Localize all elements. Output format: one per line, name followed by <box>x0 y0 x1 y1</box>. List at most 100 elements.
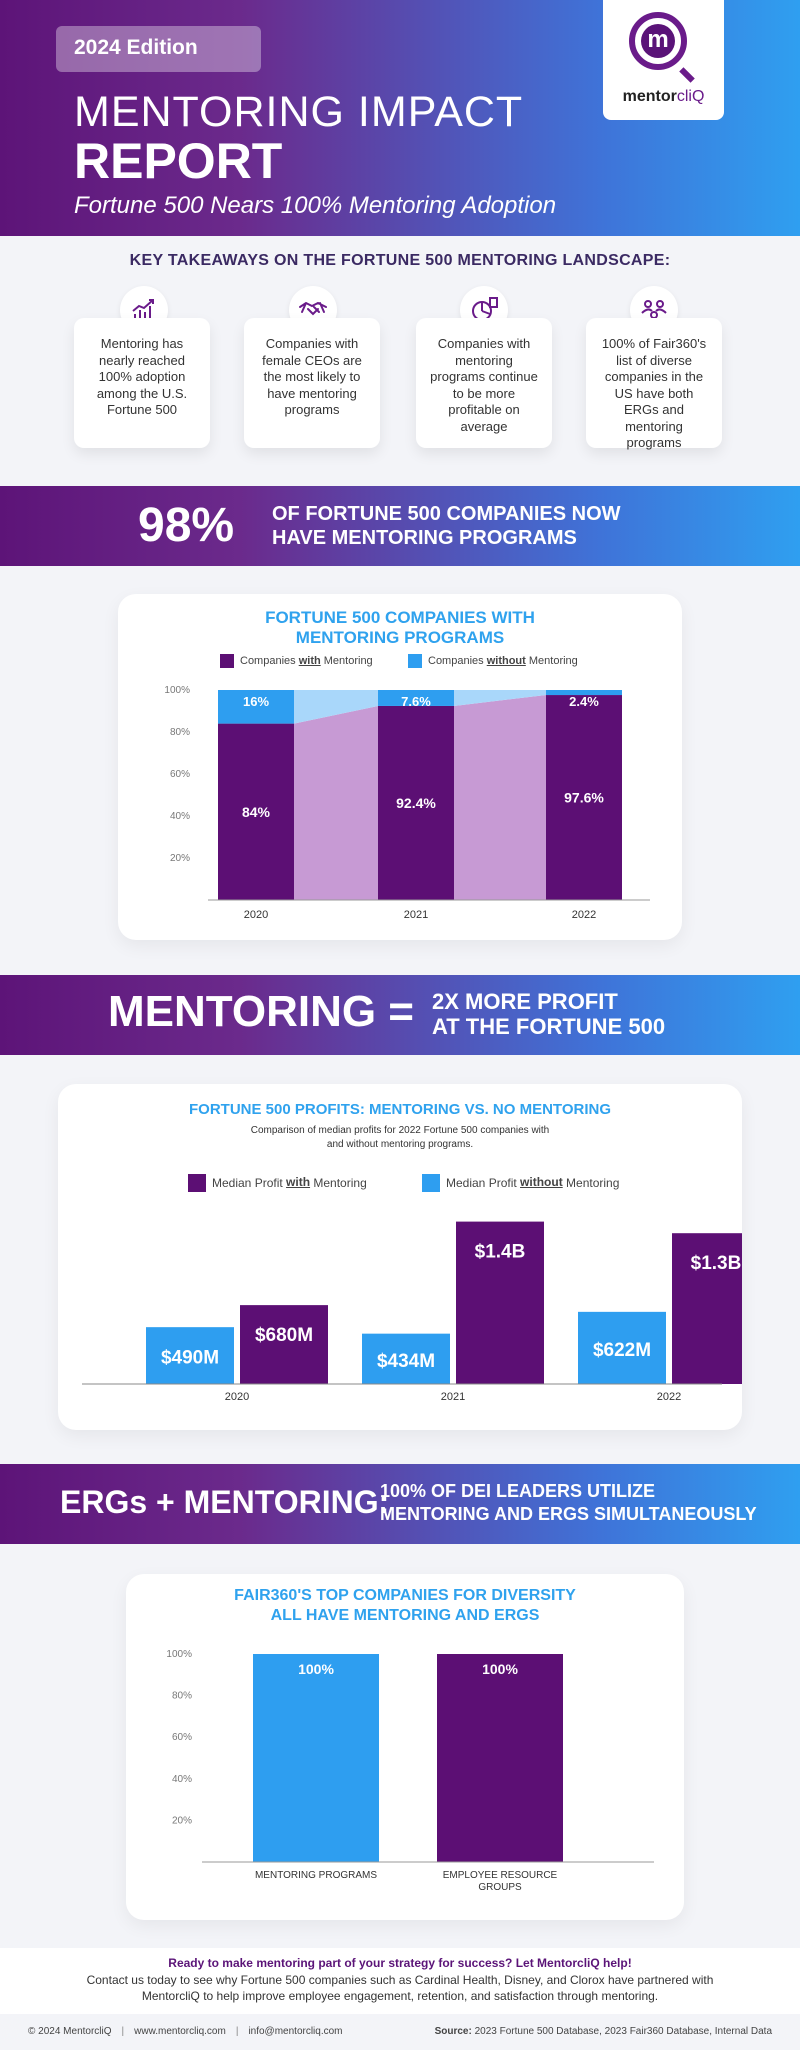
chart-profit-bar-label: $1.3B <box>691 1253 742 1274</box>
chart-adoption-label-with: 97.6% <box>564 790 604 806</box>
banner-ergs-line2: MENTORING AND ERGS SIMULTANEOUSLY <box>380 1504 757 1524</box>
chart-diversity-bar <box>437 1654 563 1862</box>
takeaway-card-3: Companies with mentoring programs contin… <box>416 318 552 448</box>
chart-profit-legend-without: Median Profit without Mentoring <box>422 1174 619 1192</box>
footer: © 2024 MentorcliQ | www.mentorcliq.com | inf… <box>0 2014 800 2050</box>
banner-profit: MENTORING = 2X MORE PROFIT AT THE FORTUN… <box>0 975 800 1055</box>
chart-profit-bar-label: $434M <box>377 1351 435 1372</box>
chart-adoption-legend-with: Companies with Mentoring <box>220 654 373 668</box>
chart-adoption-ytick: 20% <box>170 853 190 864</box>
chart-adoption-bar-without <box>378 690 454 706</box>
chart-diversity-ytick: 80% <box>172 1691 192 1702</box>
chart-adoption-xtick: 2021 <box>404 909 428 921</box>
chart-adoption-ytick: 100% <box>164 685 190 696</box>
report-subtitle: Fortune 500 Nears 100% Mentoring Adoptio… <box>74 192 557 219</box>
chart-profit-bar <box>578 1311 666 1384</box>
chart-profit-bar-label: $490M <box>161 1348 219 1369</box>
chart-adoption-xtick: 2022 <box>572 909 596 921</box>
chart-diversity-svg: 20% 40% 60% 80% 100% 100% MENTORING PROGRAMS 10… <box>166 1649 654 1893</box>
report-title-line2: REPORT <box>74 133 283 189</box>
banner-adoption-line1: OF FORTUNE 500 COMPANIES NOW <box>272 503 621 525</box>
chart-profit-xtick: 2020 <box>225 1391 249 1403</box>
chart-adoption-bar-with <box>546 695 622 900</box>
chart-profit-subtitle-line2: and without mentoring programs. <box>326 1139 474 1150</box>
chart-adoption-ytick: 60% <box>170 769 190 780</box>
chart-diversity-panel: FAIR360'S TOP COMPANIES FOR DIVERSITY AL… <box>126 1574 684 1920</box>
chart-profit-bar <box>456 1221 544 1384</box>
chart-adoption-area-with <box>454 695 546 900</box>
banner-ergs-text: 100% OF DEI LEADERS UTILIZE MENTORING AN… <box>380 1480 757 1526</box>
footer-source-text: 2023 Fortune 500 Database, 2023 Fair360 … <box>474 2026 772 2037</box>
chart-adoption-bar-without <box>546 690 622 696</box>
cta-section: Ready to make mentoring part of your str… <box>0 1948 800 2014</box>
chart-adoption-bar-with <box>218 723 294 900</box>
logo-magnifier-icon: m <box>629 12 695 83</box>
chart-diversity-xtick-line2: GROUPS <box>478 1882 522 1893</box>
chart-diversity-title-line1: FAIR360'S TOP COMPANIES FOR DIVERSITY <box>234 1587 576 1604</box>
chart-adoption-bar-without <box>218 690 294 724</box>
logo-text-accent: cliQ <box>676 88 705 105</box>
chart-profit-subtitle: Comparison of median profits for 2022 Fo… <box>58 1124 742 1152</box>
takeaway-card-1: Mentoring has nearly reached 100% adopti… <box>74 318 210 448</box>
chart-diversity-ytick: 40% <box>172 1774 192 1785</box>
chart-profit-bar <box>146 1327 234 1384</box>
chart-adoption-label-with: 92.4% <box>396 795 436 811</box>
chart-profit-legend-with: Median Profit with Mentoring <box>188 1174 367 1192</box>
chart-adoption-area-without <box>454 690 546 706</box>
footer-copyright: © 2024 MentorcliQ <box>28 2026 112 2037</box>
chart-adoption-bar-with <box>378 705 454 900</box>
takeaway-text-4: 100% of Fair360's list of diverse compan… <box>601 336 707 450</box>
logo-letter: m <box>641 24 675 58</box>
chart-adoption-area-without <box>294 690 378 724</box>
logo-wordmark: mentorcliQ <box>603 88 724 106</box>
chart-diversity-title-line2: ALL HAVE MENTORING AND ERGS <box>270 1607 540 1624</box>
chart-profit-bar-label: $1.4B <box>475 1242 526 1263</box>
takeaways-title: KEY TAKEAWAYS ON THE FORTUNE 500 MENTORI… <box>129 252 671 269</box>
footer-email-link[interactable]: info@mentorcliq.com <box>248 2026 343 2037</box>
chart-adoption-panel: FORTUNE 500 COMPANIES WITH MENTORING PRO… <box>118 594 682 940</box>
takeaway-card-4: 100% of Fair360's list of diverse compan… <box>586 318 722 450</box>
chart-diversity-bar-label: 100% <box>482 1661 518 1677</box>
footer-source-label: Source: <box>434 2026 472 2037</box>
report-title-line1: MENTORING IMPACT <box>74 88 524 136</box>
chart-profit-bar <box>362 1333 450 1384</box>
chart-adoption-label-without: 16% <box>243 694 269 709</box>
chart-adoption-label-without: 7.6% <box>401 694 431 709</box>
chart-profit-subtitle-line1: Comparison of median profits for 2022 Fo… <box>250 1125 550 1136</box>
chart-profit-svg: $490M $680M 2020 $434M $1.4B 2021 $622M $1.3B 20… <box>82 1221 742 1403</box>
chart-profit-xtick: 2022 <box>657 1391 681 1403</box>
chart-adoption-label-without: 2.4% <box>569 694 599 709</box>
chart-diversity-title: FAIR360'S TOP COMPANIES FOR DIVERSITY AL… <box>126 1586 684 1626</box>
chart-adoption-xtick: 2020 <box>244 909 268 921</box>
mentorcliq-logo[interactable]: m mentorcliQ <box>603 0 724 120</box>
chart-profit-panel: FORTUNE 500 PROFITS: MENTORING VS. NO ME… <box>58 1084 742 1430</box>
banner-profit-text: 2X MORE PROFIT AT THE FORTUNE 500 <box>432 989 665 1039</box>
chart-diversity-ytick: 20% <box>172 1815 192 1826</box>
footer-website-link[interactable]: www.mentorcliq.com <box>134 2026 226 2037</box>
banner-adoption-text: OF FORTUNE 500 COMPANIES NOW HAVE MENTOR… <box>272 502 621 550</box>
takeaway-text-3: Companies with mentoring programs contin… <box>430 336 538 434</box>
chart-diversity-bar <box>253 1654 379 1862</box>
banner-adoption: 98% OF FORTUNE 500 COMPANIES NOW HAVE ME… <box>0 486 800 566</box>
chart-diversity-ytick: 100% <box>166 1649 192 1660</box>
chart-diversity-ytick: 60% <box>172 1732 192 1743</box>
chart-diversity-xtick: MENTORING PROGRAMS <box>255 1870 377 1881</box>
chart-adoption-title: FORTUNE 500 COMPANIES WITH MENTORING PRO… <box>118 608 682 648</box>
takeaway-text-1: Mentoring has nearly reached 100% adopti… <box>96 336 188 417</box>
banner-profit-stat: MENTORING = <box>108 987 415 1036</box>
chart-profit-bar <box>672 1233 742 1384</box>
chart-profit-bar <box>240 1305 328 1384</box>
chart-profit-xtick: 2021 <box>441 1391 465 1403</box>
takeaway-text-2: Companies with female CEOs are the most … <box>262 336 362 417</box>
banner-ergs: ERGs + MENTORING: 100% OF DEI LEADERS UT… <box>0 1464 800 1544</box>
logo-text-main: mentor <box>622 88 677 105</box>
chart-adoption-title-line1: FORTUNE 500 COMPANIES WITH <box>265 608 535 627</box>
chart-adoption-title-line2: MENTORING PROGRAMS <box>295 628 505 647</box>
chart-adoption-ytick: 40% <box>170 811 190 822</box>
chart-adoption-svg: 20% 40% 60% 80% 100% 84% 16% 2020 92.4% 7.6% 2021 9… <box>164 685 650 921</box>
edition-badge: 2024 Edition <box>56 26 261 72</box>
cta-title: Ready to make mentoring part of your str… <box>168 1956 632 1970</box>
chart-adoption-legend-without: Companies without Mentoring <box>408 654 578 668</box>
report-header: 2024 Edition MENTORING IMPACT REPORT For… <box>0 0 800 236</box>
banner-profit-line2: AT THE FORTUNE 500 <box>432 1014 666 1039</box>
